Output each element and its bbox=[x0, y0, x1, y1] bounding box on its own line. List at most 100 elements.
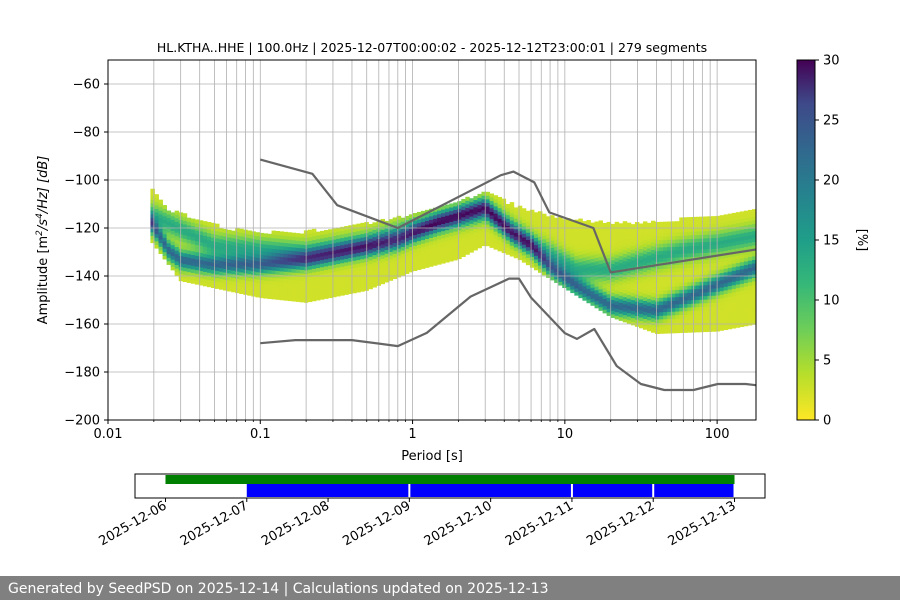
y-axis-ticks: −200−180−160−140−120−100−80−60 bbox=[64, 78, 108, 429]
heatmap-cell bbox=[150, 210, 155, 215]
heatmap-cell bbox=[647, 284, 652, 289]
heatmap-cell bbox=[703, 310, 708, 315]
heatmap-cell bbox=[562, 255, 567, 260]
heatmap-cell bbox=[542, 213, 547, 218]
heatmap-cell bbox=[751, 295, 756, 300]
heatmap-cell bbox=[453, 234, 458, 239]
heatmap-cell bbox=[602, 266, 608, 271]
heatmap-cell bbox=[651, 278, 656, 283]
heatmap-cell bbox=[699, 288, 704, 293]
heatmap-cell bbox=[638, 317, 644, 322]
heatmap-cell bbox=[622, 300, 628, 305]
heatmap-cell bbox=[235, 256, 240, 261]
heatmap-cell bbox=[719, 272, 725, 277]
heatmap-cell bbox=[158, 250, 163, 255]
heatmap-cell bbox=[590, 301, 595, 306]
heatmap-cell bbox=[206, 243, 212, 248]
heatmap-cell bbox=[380, 240, 385, 245]
heatmap-cell bbox=[202, 275, 208, 280]
heatmap-cell bbox=[166, 210, 172, 215]
heatmap-cell bbox=[344, 290, 349, 295]
heatmap-cell bbox=[328, 240, 333, 245]
heatmap-cell bbox=[525, 225, 531, 230]
heatmap-cell bbox=[396, 248, 402, 253]
heatmap-cell bbox=[489, 229, 494, 234]
heatmap-cell bbox=[626, 229, 632, 234]
heatmap-cell bbox=[663, 318, 668, 323]
heatmap-cell bbox=[715, 273, 721, 278]
heatmap-cell bbox=[408, 232, 414, 237]
heatmap-cell bbox=[663, 250, 668, 255]
heatmap-cell bbox=[344, 229, 349, 234]
heatmap-cell bbox=[356, 256, 361, 261]
heatmap-cell bbox=[291, 290, 297, 295]
heatmap-cell bbox=[675, 221, 680, 226]
heatmap-cell bbox=[642, 289, 648, 294]
heatmap-cell bbox=[610, 252, 616, 257]
heatmap-cell bbox=[182, 249, 188, 254]
heatmap-cell bbox=[614, 236, 620, 241]
heatmap-cell bbox=[255, 271, 260, 276]
heatmap-cell bbox=[186, 260, 192, 265]
y-tick-label: −120 bbox=[64, 222, 100, 237]
heatmap-cell bbox=[594, 286, 599, 291]
heatmap-cell bbox=[295, 233, 301, 238]
heatmap-cell bbox=[538, 268, 543, 273]
heatmap-cell bbox=[283, 239, 289, 244]
heatmap-cell bbox=[743, 300, 749, 305]
heatmap-cell bbox=[598, 299, 603, 304]
heatmap-cell bbox=[291, 239, 297, 244]
heatmap-cell bbox=[493, 242, 499, 247]
heatmap-cell bbox=[360, 258, 365, 263]
heatmap-cell bbox=[679, 217, 684, 222]
heatmap-cell bbox=[336, 288, 341, 293]
heatmap-cell bbox=[566, 225, 571, 230]
heatmap-cell bbox=[166, 246, 172, 251]
heatmap-cell bbox=[622, 275, 628, 280]
heatmap-cell bbox=[505, 229, 511, 234]
heatmap-cell bbox=[550, 229, 555, 234]
heatmap-cell bbox=[320, 241, 325, 246]
heatmap-cell bbox=[429, 215, 434, 220]
heatmap-cell bbox=[715, 291, 721, 296]
heatmap-cell bbox=[408, 243, 414, 248]
heatmap-cell bbox=[449, 214, 454, 219]
heatmap-cell bbox=[348, 264, 353, 269]
heatmap-cell bbox=[562, 262, 567, 267]
heatmap-cell bbox=[739, 323, 745, 328]
heatmap-cell bbox=[602, 230, 608, 235]
heatmap-cell bbox=[441, 220, 446, 224]
heatmap-cell bbox=[582, 271, 587, 276]
heatmap-cell bbox=[445, 218, 450, 223]
heatmap-cell bbox=[150, 235, 155, 240]
heatmap-cell bbox=[699, 220, 704, 225]
heatmap-cell bbox=[340, 280, 345, 285]
heatmap-cell bbox=[400, 228, 406, 233]
heatmap-cell bbox=[368, 278, 373, 283]
x-tick-label: 0.1 bbox=[250, 427, 271, 442]
heatmap-cell bbox=[630, 303, 636, 308]
heatmap-cell bbox=[259, 268, 264, 273]
heatmap-cell bbox=[295, 287, 301, 292]
heatmap-cell bbox=[473, 235, 478, 240]
heatmap-cell bbox=[622, 311, 628, 316]
heatmap-cell bbox=[384, 274, 390, 279]
heatmap-cell bbox=[590, 247, 595, 252]
heatmap-cell bbox=[493, 198, 499, 203]
heatmap-cell bbox=[586, 295, 591, 300]
heatmap-cell bbox=[735, 248, 741, 253]
heatmap-cell bbox=[396, 223, 402, 227]
heatmap-cell bbox=[743, 243, 749, 248]
heatmap-cell bbox=[638, 313, 644, 318]
heatmap-cell bbox=[735, 233, 741, 238]
heatmap-cell bbox=[295, 279, 301, 284]
heatmap-cell bbox=[751, 252, 756, 257]
heatmap-cell bbox=[275, 295, 281, 300]
heatmap-cell bbox=[594, 304, 599, 309]
heatmap-cell bbox=[287, 264, 293, 269]
heatmap-cell bbox=[606, 293, 612, 298]
heatmap-cell bbox=[255, 232, 260, 237]
heatmap-cell bbox=[420, 261, 426, 266]
heatmap-cell bbox=[715, 219, 721, 224]
heatmap-cell bbox=[433, 229, 438, 234]
